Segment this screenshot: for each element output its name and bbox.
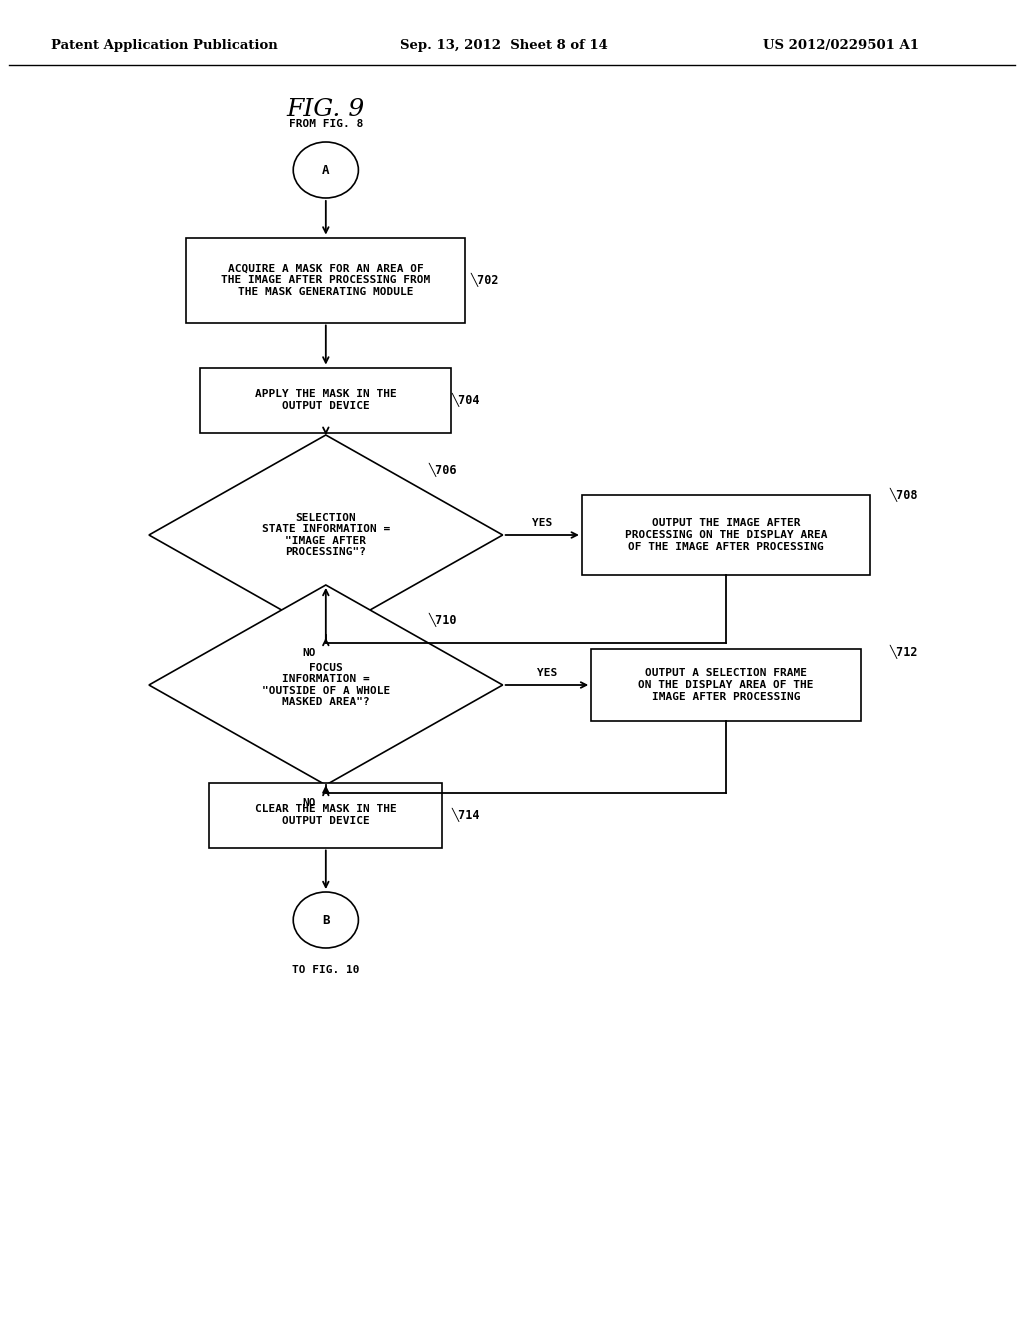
Text: APPLY THE MASK IN THE
OUTPUT DEVICE: APPLY THE MASK IN THE OUTPUT DEVICE bbox=[255, 389, 396, 411]
Text: ACQUIRE A MASK FOR AN AREA OF
THE IMAGE AFTER PROCESSING FROM
THE MASK GENERATIN: ACQUIRE A MASK FOR AN AREA OF THE IMAGE … bbox=[221, 264, 430, 297]
Text: FOCUS
INFORMATION =
"OUTSIDE OF A WHOLE
MASKED AREA"?: FOCUS INFORMATION = "OUTSIDE OF A WHOLE … bbox=[262, 663, 390, 708]
Text: ╲706: ╲706 bbox=[428, 463, 457, 477]
Text: ╲714: ╲714 bbox=[452, 808, 480, 822]
Text: ╲710: ╲710 bbox=[428, 612, 457, 627]
Text: US 2012/0229501 A1: US 2012/0229501 A1 bbox=[763, 38, 920, 51]
Text: OUTPUT A SELECTION FRAME
ON THE DISPLAY AREA OF THE
IMAGE AFTER PROCESSING: OUTPUT A SELECTION FRAME ON THE DISPLAY … bbox=[638, 668, 814, 702]
Bar bbox=[591, 649, 861, 721]
Text: A: A bbox=[323, 164, 330, 177]
Text: SELECTION
STATE INFORMATION =
"IMAGE AFTER
PROCESSING"?: SELECTION STATE INFORMATION = "IMAGE AFT… bbox=[262, 512, 390, 557]
Text: ╲704: ╲704 bbox=[452, 393, 480, 407]
Text: YES: YES bbox=[537, 668, 557, 678]
Text: CLEAR THE MASK IN THE
OUTPUT DEVICE: CLEAR THE MASK IN THE OUTPUT DEVICE bbox=[255, 804, 396, 826]
Text: FROM FIG. 8: FROM FIG. 8 bbox=[289, 119, 362, 129]
Text: NO: NO bbox=[302, 648, 316, 657]
Bar bbox=[210, 783, 442, 847]
Bar bbox=[200, 367, 452, 433]
Text: FIG. 9: FIG. 9 bbox=[287, 99, 365, 121]
Text: OUTPUT THE IMAGE AFTER
PROCESSING ON THE DISPLAY AREA
OF THE IMAGE AFTER PROCESS: OUTPUT THE IMAGE AFTER PROCESSING ON THE… bbox=[625, 519, 827, 552]
Polygon shape bbox=[148, 585, 503, 785]
Bar bbox=[186, 238, 466, 322]
Ellipse shape bbox=[293, 143, 358, 198]
Text: YES: YES bbox=[532, 517, 552, 528]
Text: ╲712: ╲712 bbox=[889, 645, 918, 659]
Text: NO: NO bbox=[302, 799, 316, 808]
Text: Patent Application Publication: Patent Application Publication bbox=[51, 38, 278, 51]
Bar bbox=[582, 495, 870, 576]
Ellipse shape bbox=[293, 892, 358, 948]
Text: ╲702: ╲702 bbox=[470, 273, 499, 286]
Text: B: B bbox=[323, 913, 330, 927]
Text: Sep. 13, 2012  Sheet 8 of 14: Sep. 13, 2012 Sheet 8 of 14 bbox=[400, 38, 608, 51]
Text: TO FIG. 10: TO FIG. 10 bbox=[292, 965, 359, 975]
Text: ╲708: ╲708 bbox=[889, 488, 918, 502]
Polygon shape bbox=[148, 436, 503, 635]
